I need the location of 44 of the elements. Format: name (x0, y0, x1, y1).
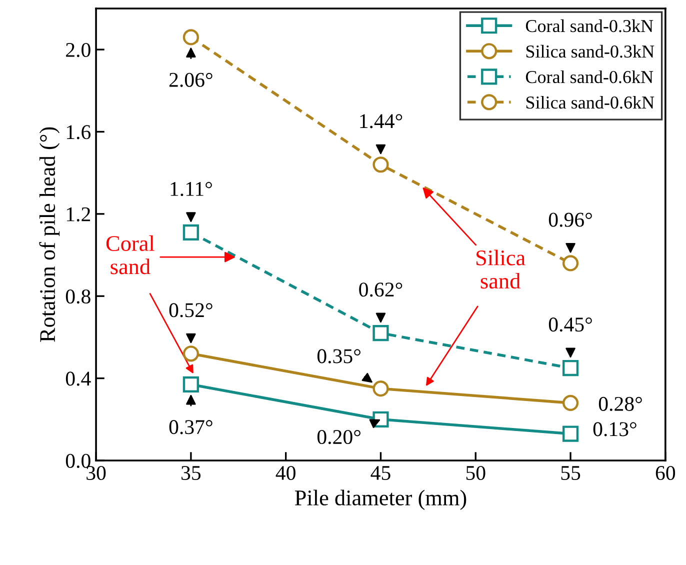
data-label: 0.45° (548, 318, 592, 332)
data-label: 0.62° (359, 282, 402, 297)
x-tick-label: 45 (370, 466, 390, 480)
data-label: 0.52° (169, 303, 212, 318)
y-tick-label: 1.2 (66, 207, 90, 222)
point (562, 426, 579, 442)
point (182, 29, 199, 46)
data-label: 0.20° (317, 430, 360, 444)
point (182, 376, 199, 393)
data-label: 0.28° (598, 396, 642, 412)
x-tick-label: 30 (86, 466, 106, 480)
point (372, 380, 389, 397)
data-label: 0.13° (593, 422, 636, 436)
x-tick-label: 50 (466, 466, 486, 480)
data-label: 0.96° (548, 212, 592, 227)
y-tick-label: 2.0 (66, 42, 90, 58)
x-tick-label: 60 (656, 466, 676, 480)
point (562, 394, 579, 411)
legend-label: Silica sand-0.6kN (526, 96, 654, 109)
data-label: 2.06° (169, 72, 212, 87)
point (182, 224, 199, 240)
x-tick-label: 40 (276, 466, 296, 480)
point (182, 346, 199, 362)
legend-label: Coral sand-0.6kN (526, 70, 654, 84)
x-tick-label: 35 (182, 466, 201, 480)
annotation: Silica sand (476, 250, 526, 289)
y-tick-label: 0.4 (66, 372, 91, 386)
y-axis-title: Rotation of pile head (°) (39, 127, 60, 342)
y-tick-label: 0.0 (66, 454, 90, 468)
point (372, 156, 389, 173)
x-tick-label: 55 (561, 466, 580, 480)
legend-label: Coral sand-0.3kN (526, 19, 654, 32)
annotation: Coral sand (106, 235, 154, 274)
y-tick-label: 1.6 (66, 125, 91, 140)
data-label: 1.11° (170, 182, 212, 196)
data-label: 0.35° (317, 349, 360, 364)
point (372, 325, 389, 342)
x-axis-title: Pile diameter (mm) (294, 490, 466, 510)
data-label: 1.44° (360, 114, 402, 128)
legend-label: Silica sand-0.3kN (526, 44, 654, 58)
point (562, 255, 579, 272)
y-tick-label: 0.8 (66, 289, 90, 304)
point (562, 360, 579, 376)
data-label: 0.37° (169, 420, 212, 434)
